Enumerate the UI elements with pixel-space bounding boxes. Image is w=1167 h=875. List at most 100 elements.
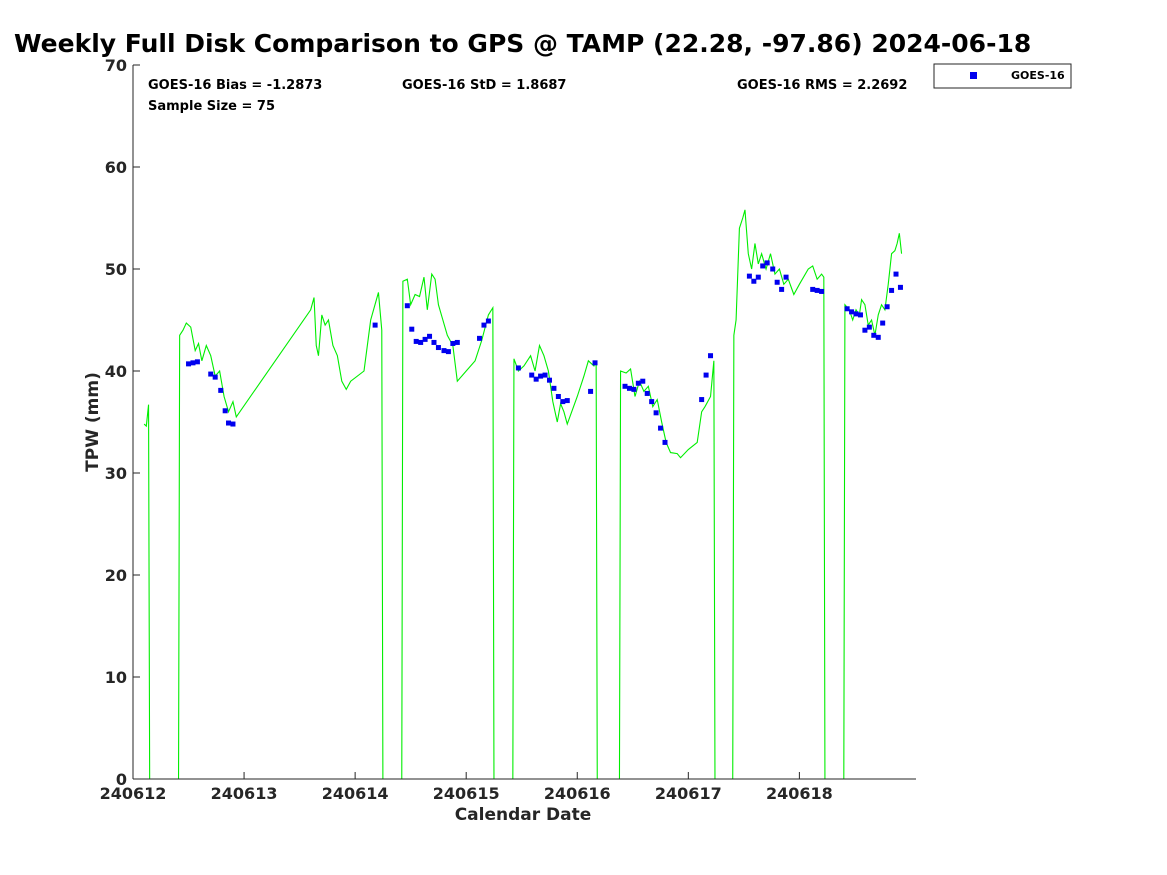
goes-16-point — [770, 266, 776, 272]
goes-16-point — [884, 304, 890, 310]
goes-16-point — [866, 324, 872, 330]
goes-16-point — [622, 383, 628, 389]
goes-16-point — [857, 312, 863, 318]
y-tick-label: 10 — [105, 668, 127, 687]
goes-16-point — [880, 320, 886, 326]
goes-16-point — [644, 390, 650, 396]
goes-16-point — [588, 388, 594, 394]
goes-16-point — [853, 311, 859, 317]
goes-16-point — [819, 288, 825, 294]
sample-size-stat: Sample Size = 75 — [148, 99, 275, 114]
gps-series-line — [143, 209, 903, 780]
goes-16-point — [746, 273, 752, 279]
goes-16-point — [555, 394, 561, 399]
goes-16-point — [450, 340, 456, 346]
y-tick-label: 30 — [105, 464, 127, 483]
y-axis-label: TPW (mm) — [83, 372, 103, 472]
goes-16-point — [814, 287, 820, 293]
goes-16-point — [635, 380, 641, 386]
goes-16-point — [515, 365, 521, 371]
goes-16-point — [226, 420, 232, 426]
goes-16-point — [212, 374, 218, 380]
legend-box — [933, 63, 1072, 89]
goes-16-point — [844, 306, 850, 312]
goes-16-point — [774, 279, 780, 285]
goes-16-point — [875, 334, 881, 340]
goes-16-point — [485, 318, 491, 324]
y-tick-label: 60 — [105, 158, 127, 177]
x-tick-label: 240613 — [211, 784, 278, 803]
y-tick-label: 20 — [105, 566, 127, 585]
goes-16-point — [222, 408, 228, 414]
y-tick-label: 50 — [105, 260, 127, 279]
goes-16-point — [699, 397, 705, 403]
goes-16-point — [529, 372, 535, 378]
goes-16-point — [751, 278, 757, 284]
goes-16-point — [760, 263, 766, 269]
goes-16-point — [404, 303, 410, 309]
goes-16-point — [427, 333, 433, 339]
goes-16-point — [889, 287, 895, 293]
chart-title: Weekly Full Disk Comparison to GPS @ TAM… — [14, 29, 1031, 58]
goes-16-point — [230, 421, 236, 427]
x-tick-label: 240618 — [766, 784, 833, 803]
goes-16-point — [454, 339, 460, 345]
goes-16-point — [218, 387, 224, 393]
goes-16-point — [897, 284, 903, 290]
y-tick-label: 70 — [105, 56, 127, 75]
goes-16-point — [546, 377, 552, 383]
legend-marker-goes-16 — [970, 72, 977, 79]
goes-16-point — [551, 385, 557, 391]
goes-16-point — [441, 348, 447, 354]
x-tick-label: 240612 — [100, 784, 167, 803]
goes-16-point — [445, 349, 451, 355]
y-tick-label: 0 — [116, 770, 127, 789]
goes-16-point — [640, 378, 646, 384]
goes-16-point — [783, 274, 789, 280]
goes-16-point — [481, 322, 487, 328]
goes-16-point — [810, 286, 816, 292]
x-axis-ticks: 240612 240613 240614 240615 240616 240617 2406… — [100, 772, 833, 803]
goes-16-points — [186, 260, 903, 445]
bias-stat: GOES-16 Bias = -1.2873 — [148, 78, 322, 93]
legend-label-goes-16: GOES-16 — [1011, 69, 1065, 82]
goes-16-point — [849, 309, 855, 315]
goes-16-point — [755, 274, 761, 280]
goes-16-point — [703, 372, 709, 378]
legend: GOES-16 — [933, 63, 1072, 89]
goes-16-point — [779, 286, 785, 292]
goes-16-point — [649, 399, 655, 405]
goes-16-point — [631, 386, 637, 392]
x-tick-label: 240615 — [433, 784, 500, 803]
goes-16-point — [538, 373, 544, 379]
goes-16-point — [658, 425, 664, 431]
goes-16-point — [871, 332, 877, 338]
goes-16-point — [626, 385, 632, 391]
goes-16-point — [764, 260, 770, 266]
goes-16-point — [186, 361, 192, 367]
goes-16-point — [893, 271, 899, 277]
goes-16-point — [592, 360, 598, 366]
goes-16-point — [708, 353, 714, 359]
goes-16-point — [422, 336, 428, 342]
goes-16-point — [418, 339, 424, 345]
goes-16-point — [431, 339, 437, 345]
goes-16-point — [653, 410, 659, 416]
goes-16-point — [413, 338, 419, 344]
goes-16-point — [190, 360, 196, 366]
x-tick-label: 240617 — [655, 784, 722, 803]
goes-16-point — [862, 327, 868, 333]
y-axis-ticks: 0 10 20 30 40 50 60 70 — [105, 56, 140, 789]
rms-stat: GOES-16 RMS = 2.2692 — [737, 78, 907, 93]
goes-16-point — [477, 335, 483, 341]
std-stat: GOES-16 StD = 1.8687 — [402, 78, 566, 93]
y-tick-label: 40 — [105, 362, 127, 381]
goes-16-point — [409, 326, 415, 332]
goes-16-point — [662, 439, 668, 445]
goes-16-point — [564, 398, 570, 404]
goes-16-point — [435, 345, 441, 351]
x-tick-label: 240614 — [322, 784, 389, 803]
goes-16-point — [194, 359, 200, 365]
